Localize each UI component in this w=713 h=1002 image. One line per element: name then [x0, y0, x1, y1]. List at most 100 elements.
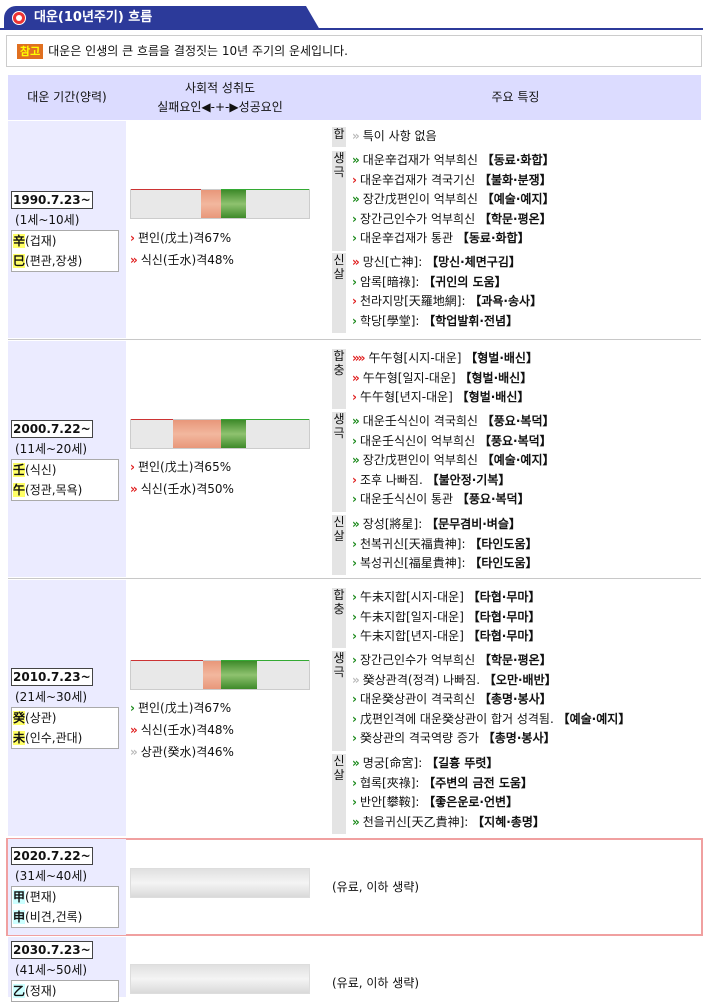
ganji-box: 壬(식신) 午(정관,목욕)	[11, 459, 119, 501]
features-cell: (유료, 이하 생략)	[330, 937, 701, 997]
group-label: 신살	[332, 754, 346, 834]
group-saenggeuk: 생극 › 장간己인수가 억부희신 【학문·평온】 » 癸상관격(정격) 나빠짐. 【…	[332, 651, 701, 751]
group-sinsal: 신살 » 망신[亡神]: 【망신·체면구김】 › 암록[暗祿]: 【귀인의 도움】 …	[332, 253, 701, 333]
list-item: › 대운辛겁재가 통관 【동료·화합】	[352, 231, 530, 245]
list-item: › 암록[暗祿]: 【귀인의 도움】	[352, 274, 507, 289]
group-sinsal: 신살 » 명궁[命宮]: 【길흉 뚜렷】 › 협록[夾祿]: 【주변의 금전 도움】…	[332, 754, 701, 834]
group-label: 합충	[332, 349, 346, 409]
paid-omitted-text: (유료, 이하 생략)	[332, 880, 420, 894]
group-label: 합충	[332, 588, 346, 648]
table-row: 2000.7.22~ (11세~20세) 壬(식신) 午(정관,목욕) › 편인(…	[8, 341, 701, 577]
ganji-box: 甲(편재) 申(비견,건록)	[11, 886, 119, 928]
section-title: 대운(10년주기) 흐름	[34, 10, 153, 25]
achievement-bar	[130, 189, 310, 219]
list-item: › 천라지망[天羅地網]: 【과욕·송사】	[352, 294, 543, 308]
ji-label: (정관,목욕)	[25, 483, 83, 497]
group-label: 신살	[332, 253, 346, 333]
col-achievement-scale: 실패요인◀-+-▶성공요인	[157, 100, 283, 114]
gan-label: (편재)	[25, 890, 57, 904]
list-item: » 장간戊편인이 억부희신 【예술·예지】	[352, 453, 555, 467]
group-hapchung: 합충 › 午未지합[시지-대운] 【타협·무마】 › 午未지합[일지-대운] 【타협…	[332, 588, 701, 648]
ganji-box: 乙(정재)	[11, 980, 119, 1002]
list-item: › 천복귀신[天福貴神]: 【타인도움】	[352, 536, 538, 551]
period-date: 2030.7.23~	[11, 941, 93, 959]
gan-label: (겁재)	[25, 234, 57, 248]
success-segment	[221, 190, 246, 218]
ji-label: (인수,관대)	[25, 731, 83, 745]
period-cell: 1990.7.23~ (1세~10세) 辛(겁재) 巳(편관,장생)	[8, 121, 126, 338]
success-segment	[221, 661, 257, 689]
ganji-box: 癸(상관) 未(인수,관대)	[11, 707, 119, 749]
period-date: 2020.7.22~	[11, 847, 93, 865]
list-item: » 명궁[命宮]: 【길흉 뚜렷】	[352, 756, 499, 770]
period-cell: 2020.7.22~ (31세~40세) 甲(편재) 申(비견,건록)	[8, 839, 126, 935]
ji-char: 午	[13, 483, 26, 497]
period-age: (41세~50세)	[15, 963, 88, 977]
list-item: › 대운壬식신이 억부희신 【풍요·복덕】	[352, 433, 552, 448]
achievement-bar	[130, 419, 310, 449]
group-sinsal: 신살 » 장성[將星]: 【문무겸비·벼슬】 › 천복귀신[天福貴神]: 【타인도움…	[332, 515, 701, 575]
fail-segment	[201, 190, 221, 218]
kyeok-list: › 편인(戊土)격67% » 식신(壬水)격48%	[130, 231, 234, 267]
period-cell: 2030.7.23~ (41세~50세) 乙(정재)	[8, 937, 126, 1002]
list-item: › 반안[攀鞍]: 【좋은운로·언변】	[352, 795, 519, 809]
list-item: › 대운壬식신이 통관 【풍요·복덕】	[352, 492, 530, 506]
list-item: › 癸상관의 격국역량 증가 【총명·봉사】	[352, 731, 556, 745]
group-label: 생극	[332, 651, 346, 751]
table-header: 대운 기간(양력) 사회적 성취도 실패요인◀-+-▶성공요인 주요 특징	[8, 75, 701, 120]
ji-char: 未	[13, 731, 26, 745]
list-item: › 戊편인격에 대운癸상관이 합거 성격됨. 【예술·예지】	[352, 711, 631, 726]
ganji-box: 辛(겁재) 巳(편관,장생)	[11, 230, 119, 272]
kyeok-item: 편인(戊土)격67%	[137, 701, 232, 715]
fail-segment	[173, 420, 221, 448]
col-period-header: 대운 기간(양력)	[27, 90, 107, 104]
kyeok-item: 식신(壬水)격48%	[140, 723, 234, 737]
header-underline	[0, 28, 703, 30]
achievement-bar	[130, 660, 310, 690]
gan-label: (상관)	[25, 711, 57, 725]
group-hap: 합 » 특이 사항 없음	[332, 127, 701, 147]
list-item: › 대운辛겁재가 격국기신 【불화·분쟁】	[352, 172, 552, 187]
group-hapchung: 합충 »» 午午형[시지-대운] 【형벌·배신】 » 午午형[일지-대운] 【형벌·…	[332, 349, 701, 409]
group-label: 신살	[332, 515, 346, 575]
kyeok-item: 식신(壬水)격50%	[140, 482, 234, 496]
table-row: 1990.7.23~ (1세~10세) 辛(겁재) 巳(편관,장생) › 편인(戊…	[8, 121, 701, 338]
list-item: » 장간戊편인이 억부희신 【예술·예지】	[352, 192, 555, 206]
list-item: › 午未지합[년지-대운] 【타협·무마】	[352, 629, 541, 643]
group-label: 생극	[332, 151, 346, 251]
list-item: » 특이 사항 없음	[352, 129, 437, 143]
table-row: 2010.7.23~ (21세~30세) 癸(상관) 未(인수,관대) › 편인(…	[8, 580, 701, 836]
list-item: » 癸상관격(정격) 나빠짐. 【오만·배반】	[352, 672, 557, 687]
list-item: › 협록[夾祿]: 【주변의 금전 도움】	[352, 775, 533, 790]
achievement-cell: › 편인(戊土)격67% » 식신(壬水)격48%	[130, 121, 330, 338]
ji-char: 巳	[13, 254, 26, 268]
list-item: › 대운癸상관이 격국희신 【총명·봉사】	[352, 692, 552, 706]
gan-char: 甲	[13, 890, 26, 904]
table-row: 2030.7.23~ (41세~50세) 乙(정재) (유료, 이하 생략)	[8, 937, 701, 1002]
group-label: 합	[332, 127, 346, 147]
list-item: » 午午형[일지-대운] 【형벌·배신】	[352, 370, 533, 385]
achievement-cell	[130, 937, 330, 997]
list-item: » 천을귀신[天乙貴神]: 【지혜·총명】	[352, 814, 545, 829]
fail-segment	[203, 661, 221, 689]
note-text: 대운은 인생의 큰 흐름을 결정짓는 10년 주기의 운세입니다.	[48, 44, 348, 58]
list-item: › 午午형[년지-대운] 【형벌·배신】	[352, 390, 530, 404]
group-label: 생극	[332, 412, 346, 512]
gan-char: 辛	[13, 234, 26, 248]
ji-label: (편관,장생)	[25, 254, 83, 268]
kyeok-item: 상관(癸水)격46%	[140, 745, 234, 759]
kyeok-list: › 편인(戊土)격67% » 식신(壬水)격48% » 상관(癸水)격46%	[130, 701, 234, 759]
gan-label: (식신)	[25, 463, 57, 477]
note-box: 참고 대운은 인생의 큰 흐름을 결정짓는 10년 주기의 운세입니다.	[6, 35, 702, 67]
list-item: › 조후 나빠짐. 【불안정·기복】	[352, 472, 511, 487]
period-age: (21세~30세)	[15, 690, 88, 704]
list-item: » 망신[亡神]: 【망신·체면구김】	[352, 255, 521, 269]
period-date: 1990.7.23~	[11, 191, 93, 209]
period-age: (11세~20세)	[15, 442, 88, 456]
success-segment	[221, 420, 246, 448]
ji-char: 申	[13, 910, 26, 924]
note-badge: 참고	[17, 44, 44, 59]
list-item: › 午未지합[시지-대운] 【타협·무마】	[352, 590, 541, 604]
achievement-cell: › 편인(戊土)격67% » 식신(壬水)격48% » 상관(癸水)격46%	[130, 580, 330, 836]
header-tab: 대운(10년주기) 흐름	[4, 6, 320, 30]
